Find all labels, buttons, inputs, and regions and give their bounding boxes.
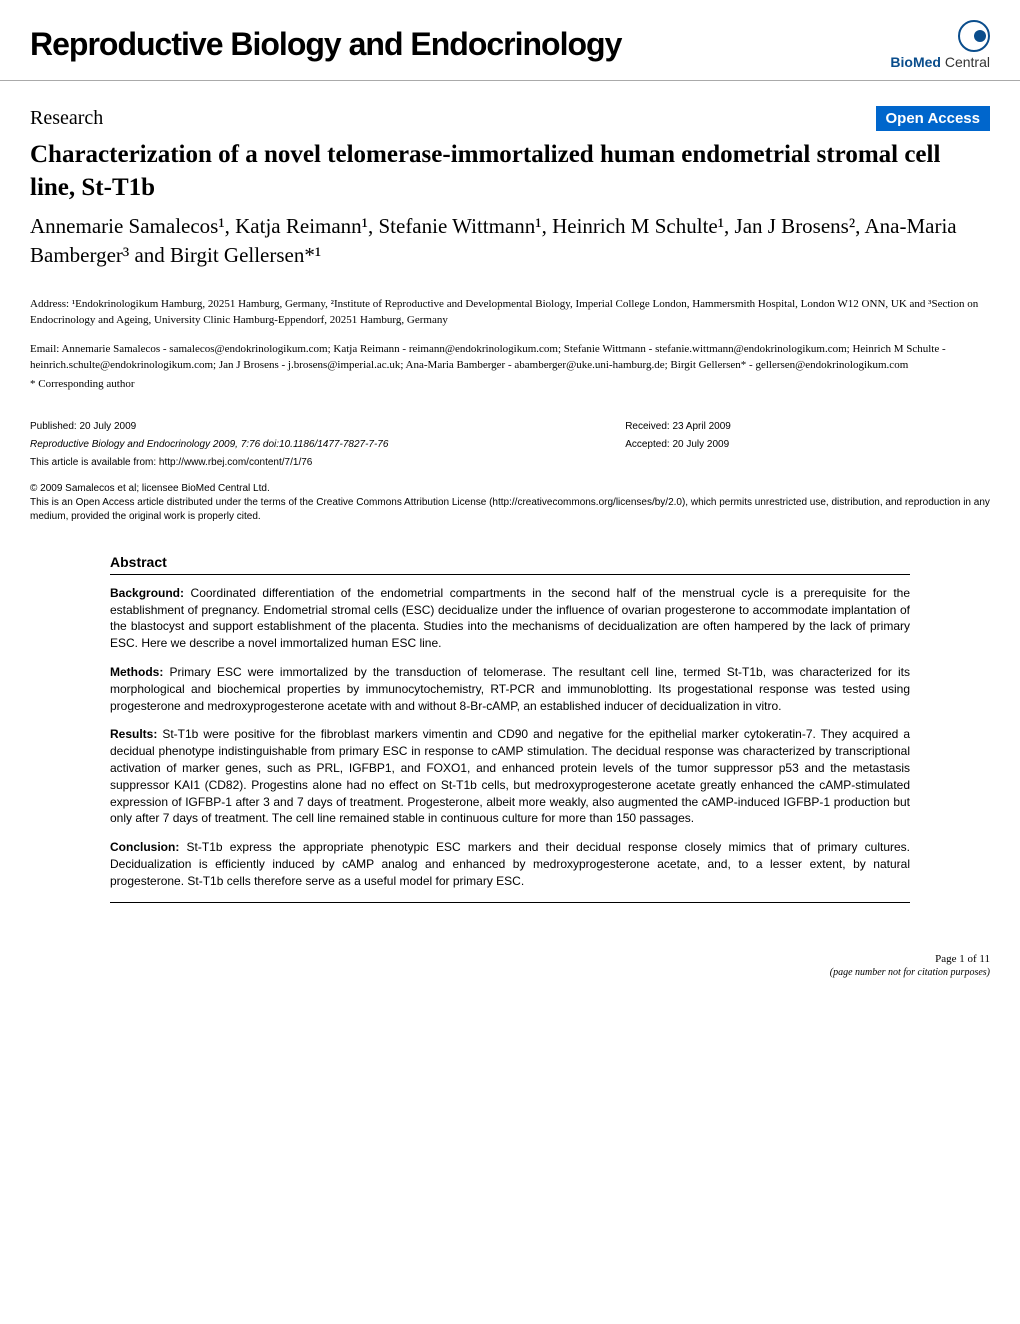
received-date: Received: 23 April 2009 xyxy=(625,420,990,434)
journal-title: Reproductive Biology and Endocrinology xyxy=(30,27,621,62)
available-from: This article is available from: http://w… xyxy=(30,456,587,470)
abstract-conclusion: Conclusion: St-T1b express the appropria… xyxy=(110,839,910,889)
author-emails: Email: Annemarie Samalecos - samalecos@e… xyxy=(30,341,990,374)
authors: Annemarie Samalecos¹, Katja Reimann¹, St… xyxy=(30,212,990,271)
biomed-logo: BioMed Central xyxy=(890,20,990,70)
abstract-results: Results: St-T1b were positive for the fi… xyxy=(110,726,910,827)
logo-circle-icon xyxy=(958,20,990,52)
accepted-date: Accepted: 20 July 2009 xyxy=(625,438,990,452)
page-footer: Page 1 of 11 (page number not for citati… xyxy=(0,923,1020,998)
abstract-methods: Methods: Primary ESC were immortalized b… xyxy=(110,664,910,714)
copyright-line2: This is an Open Access article distribut… xyxy=(30,496,990,524)
copyright-block: © 2009 Samalecos et al; licensee BioMed … xyxy=(30,482,990,524)
abstract-section: Abstract Background: Coordinated differe… xyxy=(110,554,910,903)
publication-info: Published: 20 July 2009 Reproductive Bio… xyxy=(30,420,990,474)
abstract-end-rule xyxy=(110,902,910,903)
research-row: Research Open Access xyxy=(30,106,990,131)
page-number: Page 1 of 11 xyxy=(30,953,990,965)
citation-line: Reproductive Biology and Endocrinology 2… xyxy=(30,438,587,452)
corresponding-note: * Corresponding author xyxy=(30,378,990,390)
research-label: Research xyxy=(30,107,103,130)
copyright-line1: © 2009 Samalecos et al; licensee BioMed … xyxy=(30,482,990,496)
published-date: Published: 20 July 2009 xyxy=(30,420,587,434)
open-access-badge: Open Access xyxy=(876,106,991,131)
logo-text: BioMed Central xyxy=(890,54,990,70)
affiliations: Address: ¹Endokrinologikum Hamburg, 2025… xyxy=(30,296,990,329)
citation-note: (page number not for citation purposes) xyxy=(30,967,990,978)
abstract-background: Background: Coordinated differentiation … xyxy=(110,585,910,652)
pub-info-left: Published: 20 July 2009 Reproductive Bio… xyxy=(30,420,587,474)
article-title: Characterization of a novel telomerase-i… xyxy=(30,139,990,204)
article-content: Research Open Access Characterization of… xyxy=(0,81,1020,923)
abstract-heading: Abstract xyxy=(110,554,910,575)
pub-info-right: Received: 23 April 2009 Accepted: 20 Jul… xyxy=(625,420,990,474)
page-header: Reproductive Biology and Endocrinology B… xyxy=(0,0,1020,81)
